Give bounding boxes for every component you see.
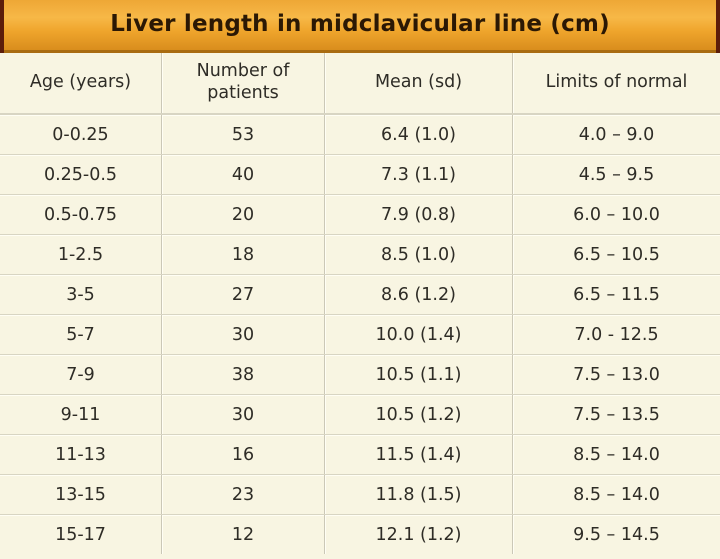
column-header-patients: Number of patients [162,53,325,113]
cell-patients: 30 [162,395,325,434]
cell-mean-sd: 7.3 (1.1) [325,155,513,194]
cell-patients: 38 [162,355,325,394]
cell-limits: 4.5 – 9.5 [578,164,655,185]
cell-mean-sd: 7.9 (0.8) [325,195,513,234]
cell-age: 9-11 [0,395,162,434]
cell-limits: 6.0 – 10.0 [573,204,660,225]
cell-limits: 7.0 - 12.5 [574,324,659,345]
cell-patients: 40 [162,155,325,194]
cell-limits: 7.5 – 13.0 [573,364,660,385]
cell-age: 0.5-0.75 [0,195,162,234]
cell-limits: 4.0 – 9.0 [578,124,655,145]
banner-right-edge-strip [716,0,720,53]
table-row: 13-15 23 11.8 (1.5) 8.5 – 14.0 [0,474,720,514]
column-header-mean-sd: Mean (sd) [325,53,513,113]
cell-mean-sd: 11.5 (1.4) [325,435,513,474]
cell-age: 1-2.5 [0,235,162,274]
cell-patients: 53 [162,115,325,154]
table-title: Liver length in midclavicular line (cm) [110,11,610,37]
cell-mean-sd: 10.0 (1.4) [325,315,513,354]
cell-age: 5-7 [0,315,162,354]
liver-length-table: Age (years) Number of patients Mean (sd)… [0,53,720,554]
cell-mean-sd: 8.6 (1.2) [325,275,513,314]
table-title-banner: Liver length in midclavicular line (cm) [0,0,720,53]
table-row: 3-5 27 8.6 (1.2) 6.5 – 11.5 [0,274,720,314]
cell-mean-sd: 10.5 (1.1) [325,355,513,394]
banner-left-edge-strip [0,0,4,53]
cell-mean-sd: 8.5 (1.0) [325,235,513,274]
cell-age: 7-9 [0,355,162,394]
cell-limits: 8.5 – 14.0 [573,444,660,465]
table-row: 5-7 30 10.0 (1.4) 7.0 - 12.5 [0,314,720,354]
cell-mean-sd: 10.5 (1.2) [325,395,513,434]
cell-patients: 30 [162,315,325,354]
cell-limits: 6.5 – 11.5 [573,284,660,305]
table-header-row: Age (years) Number of patients Mean (sd)… [0,53,720,114]
cell-patients: 20 [162,195,325,234]
cell-patients: 12 [162,515,325,554]
cell-age: 0.25-0.5 [0,155,162,194]
cell-age: 3-5 [0,275,162,314]
table-row: 9-11 30 10.5 (1.2) 7.5 – 13.5 [0,394,720,434]
cell-patients: 27 [162,275,325,314]
cell-patients: 23 [162,475,325,514]
cell-mean-sd: 11.8 (1.5) [325,475,513,514]
table-row: 0.25-0.5 40 7.3 (1.1) 4.5 – 9.5 [0,154,720,194]
table-row: 7-9 38 10.5 (1.1) 7.5 – 13.0 [0,354,720,394]
cell-limits: 7.5 – 13.5 [573,404,660,425]
table-row: 0-0.25 53 6.4 (1.0) 4.0 – 9.0 [0,114,720,154]
table-body: 0-0.25 53 6.4 (1.0) 4.0 – 9.0 0.25-0.5 40 7.3 … [0,114,720,554]
cell-age: 13-15 [0,475,162,514]
cell-limits: 8.5 – 14.0 [573,484,660,505]
table-row: 1-2.5 18 8.5 (1.0) 6.5 – 10.5 [0,234,720,274]
cell-mean-sd: 6.4 (1.0) [325,115,513,154]
table-row: 0.5-0.75 20 7.9 (0.8) 6.0 – 10.0 [0,194,720,234]
table-row: 15-17 12 12.1 (1.2) 9.5 – 14.5 [0,514,720,554]
cell-limits: 9.5 – 14.5 [573,524,660,545]
column-header-limits: Limits of normal [545,72,688,93]
cell-patients: 16 [162,435,325,474]
cell-age: 15-17 [0,515,162,554]
cell-mean-sd: 12.1 (1.2) [325,515,513,554]
cell-limits: 6.5 – 10.5 [573,244,660,265]
cell-patients: 18 [162,235,325,274]
cell-age: 0-0.25 [0,115,162,154]
cell-age: 11-13 [0,435,162,474]
column-header-age: Age (years) [0,53,162,113]
table-row: 11-13 16 11.5 (1.4) 8.5 – 14.0 [0,434,720,474]
